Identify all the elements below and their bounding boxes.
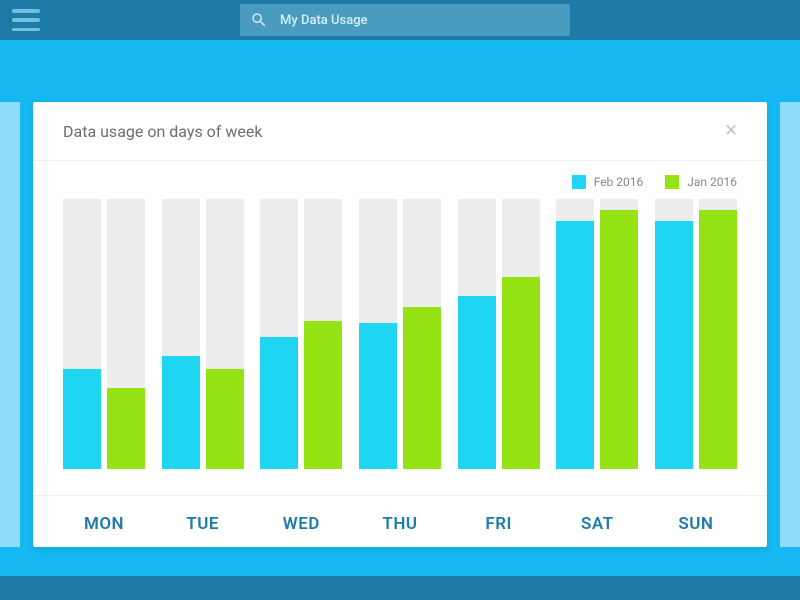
search-text: My Data Usage: [280, 13, 368, 28]
bar-track: [502, 199, 540, 469]
axis-label: THU: [357, 496, 443, 534]
legend-item: Jan 2016: [665, 175, 737, 189]
bar-track: [556, 199, 594, 469]
bar-track: [107, 199, 145, 469]
axis-label: SUN: [653, 496, 739, 534]
bar-group: [258, 199, 344, 489]
bar-fill: [403, 307, 441, 469]
legend-swatch: [572, 175, 586, 189]
usage-card: Data usage on days of week × Feb 2016 Jan…: [33, 102, 767, 547]
bar-fill: [458, 296, 496, 469]
menu-icon[interactable]: [12, 9, 40, 31]
chart-axis: MON TUE WED THU FRI SAT SUN: [33, 495, 767, 534]
bar-track: [458, 199, 496, 469]
bar-group: [160, 199, 246, 489]
bar-track: [162, 199, 200, 469]
bar-fill: [304, 321, 342, 470]
axis-label: TUE: [160, 496, 246, 534]
bar-fill: [655, 221, 693, 469]
bar-fill: [502, 277, 540, 469]
bar-fill: [600, 210, 638, 469]
bar-group: [456, 199, 542, 489]
axis-label: MON: [61, 496, 147, 534]
bar-group: [61, 199, 147, 489]
bottom-bar: [0, 576, 800, 600]
bar-track: [63, 199, 101, 469]
bar-track: [304, 199, 342, 469]
card-header: Data usage on days of week ×: [33, 102, 767, 161]
bar-fill: [63, 369, 101, 469]
top-bar: My Data Usage: [0, 0, 800, 40]
legend-label: Jan 2016: [687, 175, 737, 189]
usage-chart: [33, 189, 767, 489]
card-title: Data usage on days of week: [63, 122, 262, 141]
legend-item: Feb 2016: [572, 175, 644, 189]
legend-label: Feb 2016: [594, 175, 644, 189]
axis-label: SAT: [554, 496, 640, 534]
bar-fill: [206, 369, 244, 469]
legend-swatch: [665, 175, 679, 189]
bar-fill: [107, 388, 145, 469]
next-card-peek: [780, 102, 800, 547]
bar-track: [359, 199, 397, 469]
bar-fill: [556, 221, 594, 469]
bar-fill: [359, 323, 397, 469]
bar-fill: [260, 337, 298, 469]
bar-group: [357, 199, 443, 489]
search-icon: [250, 11, 268, 29]
axis-label: FRI: [456, 496, 542, 534]
bar-track: [699, 199, 737, 469]
bar-fill: [162, 356, 200, 469]
bar-track: [206, 199, 244, 469]
close-icon[interactable]: ×: [725, 120, 737, 142]
search-box[interactable]: My Data Usage: [240, 4, 570, 36]
prev-card-peek: [0, 102, 20, 547]
bar-group: [554, 199, 640, 489]
bar-track: [655, 199, 693, 469]
bar-track: [600, 199, 638, 469]
bar-group: [653, 199, 739, 489]
chart-legend: Feb 2016 Jan 2016: [33, 161, 767, 189]
bar-track: [260, 199, 298, 469]
bar-fill: [699, 210, 737, 469]
axis-label: WED: [258, 496, 344, 534]
bar-track: [403, 199, 441, 469]
